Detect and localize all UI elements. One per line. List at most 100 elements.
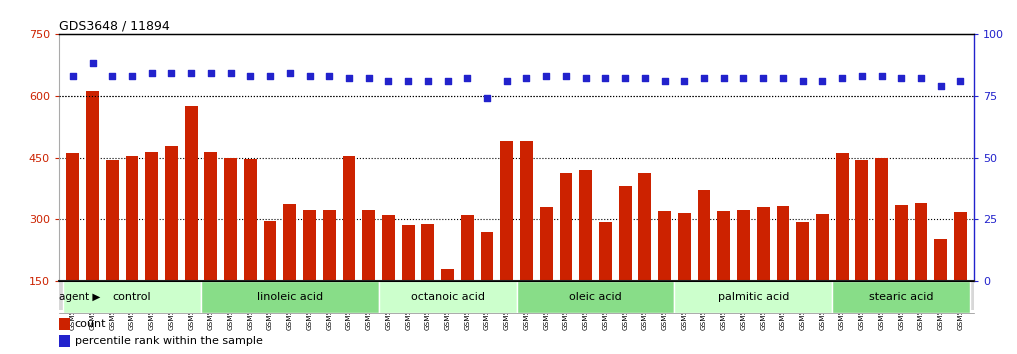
Bar bbox=[165, 146, 178, 343]
Point bbox=[794, 78, 811, 84]
Bar bbox=[59, 335, 70, 347]
Bar bbox=[224, 158, 237, 343]
Bar bbox=[402, 225, 415, 343]
Bar bbox=[757, 207, 770, 343]
Bar bbox=[737, 210, 750, 343]
Bar bbox=[698, 190, 711, 343]
Point bbox=[104, 73, 120, 79]
Point bbox=[656, 78, 672, 84]
Point bbox=[952, 78, 968, 84]
Point bbox=[913, 75, 930, 81]
Point bbox=[420, 78, 436, 84]
Point bbox=[479, 95, 495, 101]
Bar bbox=[382, 215, 395, 343]
Point bbox=[321, 73, 338, 79]
Point bbox=[400, 78, 416, 84]
Bar bbox=[935, 239, 947, 343]
Text: stearic acid: stearic acid bbox=[870, 292, 934, 302]
Point bbox=[65, 73, 81, 79]
Bar bbox=[204, 152, 218, 343]
Bar bbox=[461, 215, 474, 343]
Bar bbox=[658, 211, 671, 343]
Point bbox=[242, 73, 258, 79]
Point bbox=[124, 73, 140, 79]
Bar bbox=[914, 203, 928, 343]
Point bbox=[380, 78, 397, 84]
Bar bbox=[244, 159, 256, 343]
Point bbox=[755, 75, 771, 81]
Point bbox=[84, 61, 101, 66]
Bar bbox=[876, 158, 888, 343]
Point bbox=[301, 73, 317, 79]
Bar bbox=[185, 106, 197, 343]
Bar bbox=[421, 224, 434, 343]
Bar bbox=[125, 156, 138, 343]
Point bbox=[164, 70, 180, 76]
Point bbox=[498, 78, 515, 84]
Text: palmitic acid: palmitic acid bbox=[718, 292, 789, 302]
Bar bbox=[674, 281, 832, 313]
Point bbox=[874, 73, 890, 79]
Bar bbox=[145, 152, 158, 343]
Bar bbox=[263, 221, 277, 343]
Point bbox=[775, 75, 791, 81]
Point bbox=[676, 78, 693, 84]
Bar bbox=[303, 210, 316, 343]
Point bbox=[202, 70, 219, 76]
Text: agent ▶: agent ▶ bbox=[59, 292, 101, 302]
Bar bbox=[777, 206, 789, 343]
Bar bbox=[86, 91, 99, 343]
Text: control: control bbox=[113, 292, 152, 302]
Bar bbox=[284, 204, 296, 343]
Bar bbox=[378, 281, 517, 313]
Bar bbox=[63, 281, 201, 313]
Bar bbox=[678, 213, 691, 343]
Point bbox=[578, 75, 594, 81]
Bar bbox=[855, 160, 869, 343]
Text: percentile rank within the sample: percentile rank within the sample bbox=[74, 336, 262, 346]
Point bbox=[735, 75, 752, 81]
Bar bbox=[201, 281, 378, 313]
Point bbox=[834, 75, 850, 81]
Bar bbox=[106, 160, 119, 343]
Bar bbox=[717, 211, 730, 343]
Point bbox=[538, 73, 554, 79]
Point bbox=[439, 78, 456, 84]
Point bbox=[716, 75, 732, 81]
Point bbox=[460, 75, 476, 81]
Bar bbox=[832, 281, 970, 313]
Point bbox=[183, 70, 199, 76]
Text: oleic acid: oleic acid bbox=[570, 292, 622, 302]
Bar bbox=[836, 153, 848, 343]
Bar bbox=[481, 232, 493, 343]
Point bbox=[933, 83, 949, 88]
Bar bbox=[618, 187, 632, 343]
Point bbox=[361, 75, 377, 81]
Bar bbox=[540, 207, 552, 343]
Text: linoleic acid: linoleic acid bbox=[256, 292, 322, 302]
Bar bbox=[362, 210, 375, 343]
Bar bbox=[59, 318, 70, 330]
Bar bbox=[343, 156, 355, 343]
Text: count: count bbox=[74, 319, 106, 329]
Point bbox=[262, 73, 279, 79]
Bar bbox=[66, 153, 79, 343]
Bar bbox=[500, 141, 514, 343]
Point bbox=[815, 78, 831, 84]
Bar bbox=[796, 222, 810, 343]
Bar bbox=[954, 212, 967, 343]
Point bbox=[853, 73, 870, 79]
Point bbox=[223, 70, 239, 76]
Point bbox=[557, 73, 574, 79]
Point bbox=[637, 75, 653, 81]
Text: GDS3648 / 11894: GDS3648 / 11894 bbox=[59, 19, 170, 33]
Bar bbox=[520, 141, 533, 343]
Bar bbox=[639, 173, 651, 343]
Bar bbox=[580, 170, 592, 343]
Point bbox=[893, 75, 909, 81]
Bar bbox=[895, 205, 908, 343]
Bar bbox=[517, 281, 674, 313]
Point bbox=[143, 70, 160, 76]
Text: octanoic acid: octanoic acid bbox=[411, 292, 484, 302]
Point bbox=[519, 75, 535, 81]
